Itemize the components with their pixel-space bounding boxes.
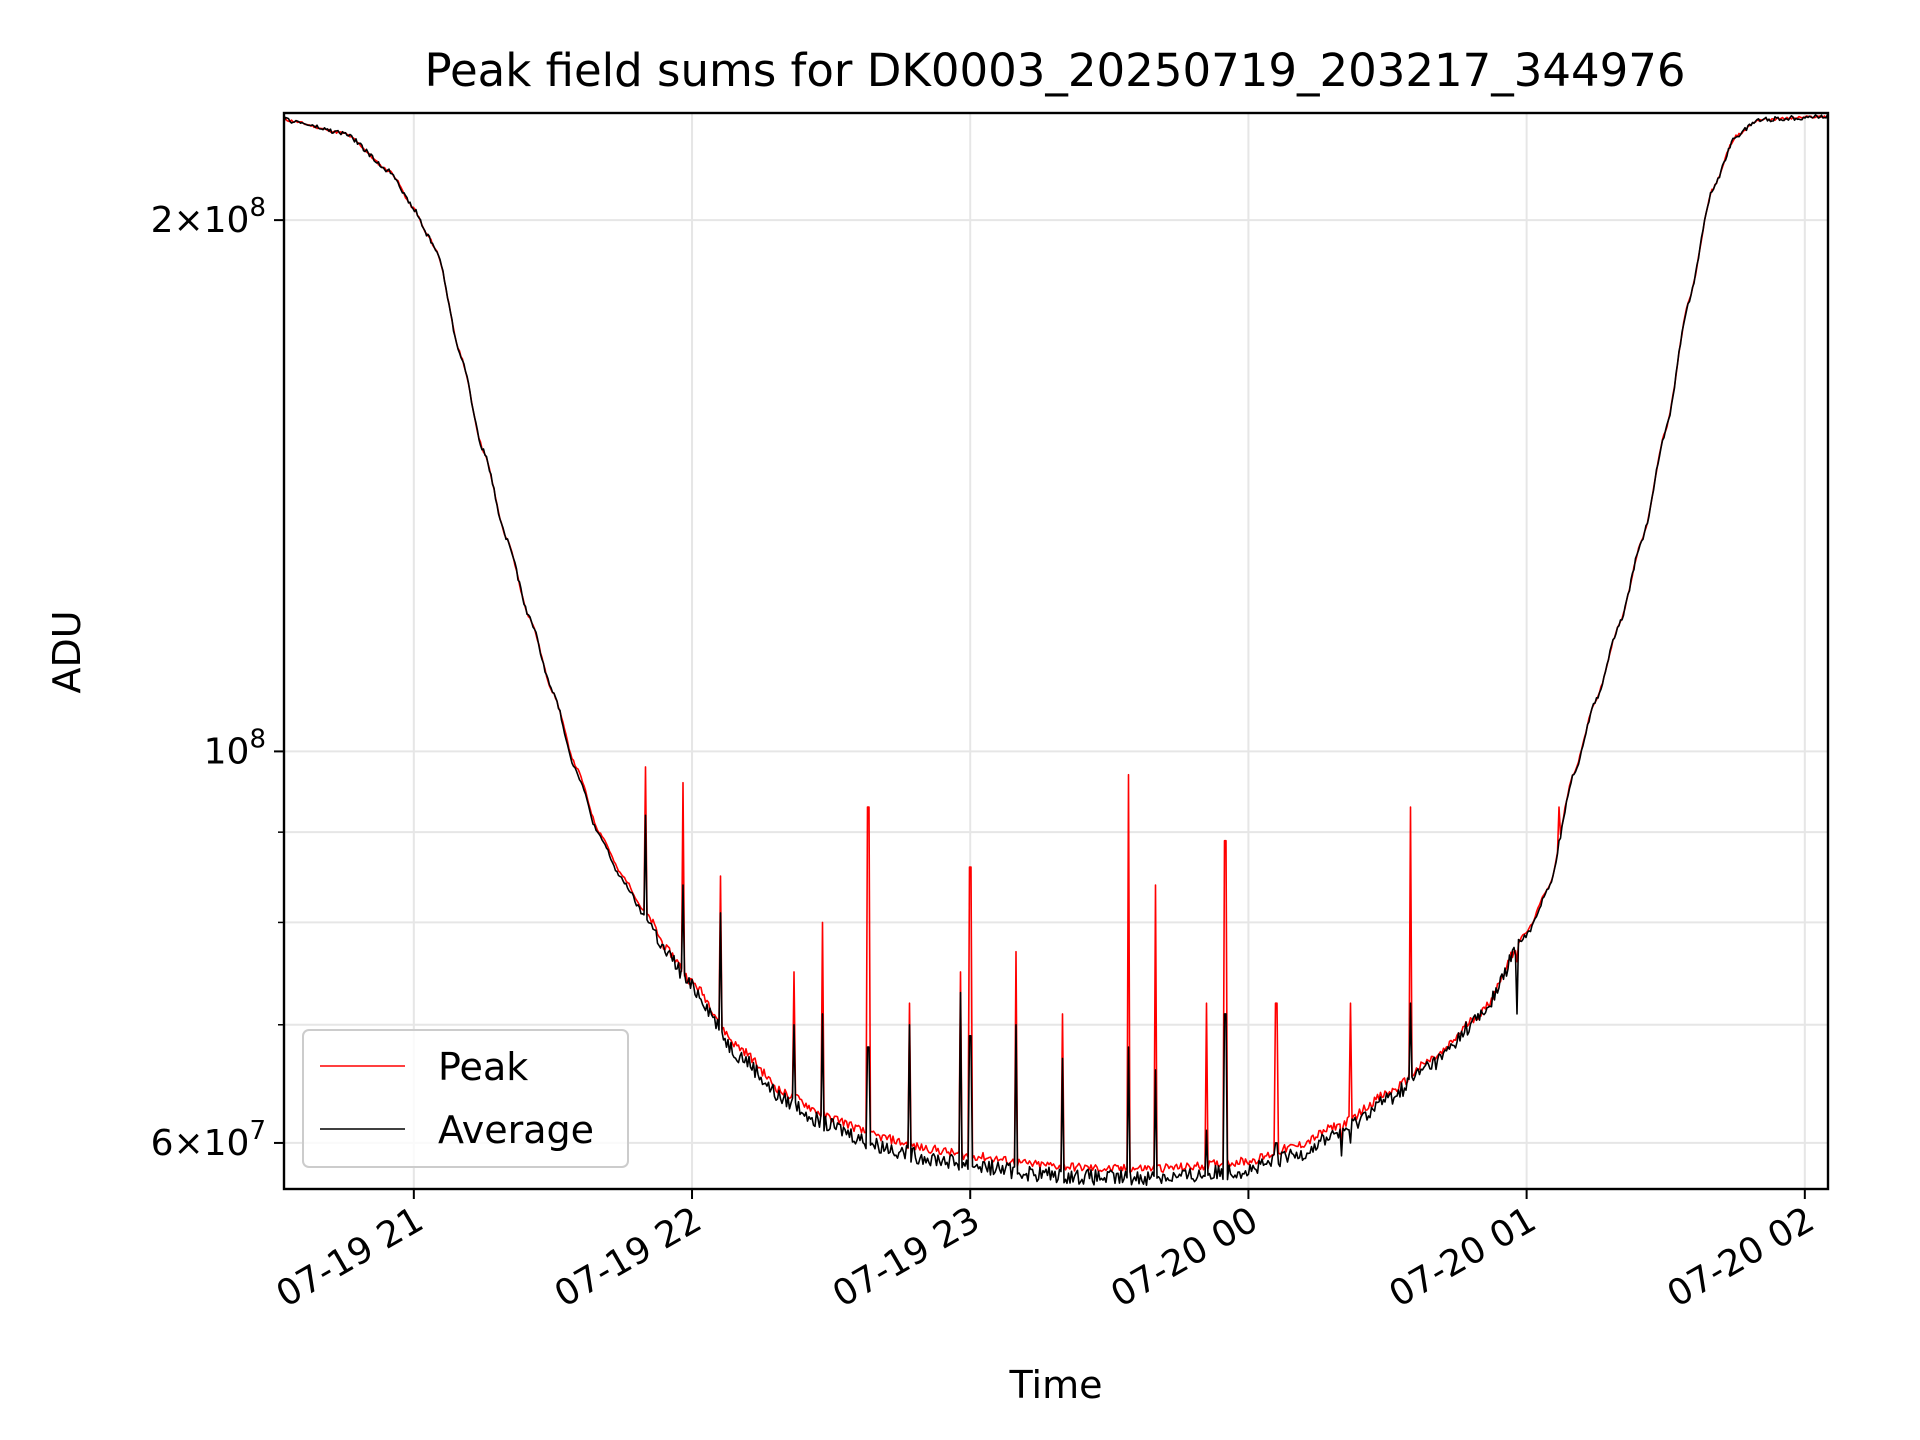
y-tick-label: 6×107 <box>151 1116 266 1164</box>
plot-frame <box>282 111 1830 1191</box>
series-lines <box>283 114 1829 1186</box>
y-tick-label-base: 10 <box>204 731 250 772</box>
chart-title: Peak field sums for DK0003_20250719_2032… <box>424 44 1685 97</box>
series-line-average <box>283 114 1829 1186</box>
y-tick-label-exponent: 8 <box>249 724 266 754</box>
y-tick-label-exponent: 8 <box>249 193 266 223</box>
grid-lines <box>284 113 1828 1189</box>
y-tick-label-base: 6×10 <box>151 1123 250 1164</box>
y-tick-label-base: 2×10 <box>151 200 250 241</box>
legend-peak-label: Peak <box>438 1045 528 1089</box>
y-axis-label: ADU <box>45 610 89 693</box>
legend: Peak Average <box>302 1029 629 1168</box>
x-axis-label: Time <box>1009 1363 1103 1407</box>
y-tick-label-exponent: 7 <box>249 1116 266 1146</box>
legend-box <box>302 1029 629 1168</box>
y-tick-label: 2×108 <box>151 193 266 241</box>
legend-average-label: Average <box>438 1108 594 1152</box>
y-tick-label: 108 <box>204 724 266 772</box>
